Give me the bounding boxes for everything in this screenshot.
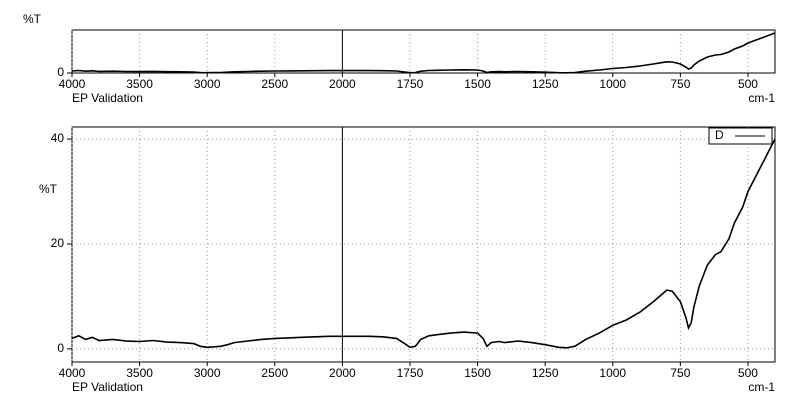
x-tick-label: 4000 <box>59 77 86 91</box>
x-axis-label: cm-1 <box>748 380 775 394</box>
y-axis-label: %T <box>23 12 42 26</box>
x-tick-label: 3500 <box>126 366 153 380</box>
y-tick-label: 40 <box>51 131 65 145</box>
spectrum-line <box>71 32 776 74</box>
x-tick-label: 1000 <box>599 366 626 380</box>
x-tick-label: 1500 <box>464 366 491 380</box>
x-tick-label: 1000 <box>599 77 626 91</box>
caption: EP Validation <box>72 380 143 394</box>
x-tick-label: 2500 <box>261 77 288 91</box>
x-tick-label: 4000 <box>59 366 86 380</box>
x-tick-label: 2000 <box>329 77 356 91</box>
y-axis-label: %T <box>39 182 58 196</box>
plot-frame <box>71 29 776 74</box>
x-tick-label: 750 <box>670 366 690 380</box>
x-axis-label: cm-1 <box>748 91 775 105</box>
y-tick-label: 0 <box>57 341 64 355</box>
x-tick-label: 750 <box>670 77 690 91</box>
x-tick-label: 1500 <box>464 77 491 91</box>
x-tick-label: 1250 <box>532 77 559 91</box>
x-tick-label: 2000 <box>329 366 356 380</box>
x-tick-label: 500 <box>738 366 758 380</box>
y-tick-label: 0 <box>57 65 64 79</box>
legend-label: D <box>715 128 724 142</box>
x-tick-label: 1750 <box>397 77 424 91</box>
x-tick-label: 3000 <box>194 77 221 91</box>
caption: EP Validation <box>72 91 143 105</box>
x-tick-label: 1250 <box>532 366 559 380</box>
x-tick-label: 3500 <box>126 77 153 91</box>
x-tick-label: 2500 <box>261 366 288 380</box>
x-tick-label: 3000 <box>194 366 221 380</box>
x-tick-label: 1750 <box>397 366 424 380</box>
y-tick-label: 20 <box>51 236 65 250</box>
plot-frame <box>71 126 776 363</box>
spectrum-line <box>71 138 776 349</box>
x-tick-label: 500 <box>738 77 758 91</box>
